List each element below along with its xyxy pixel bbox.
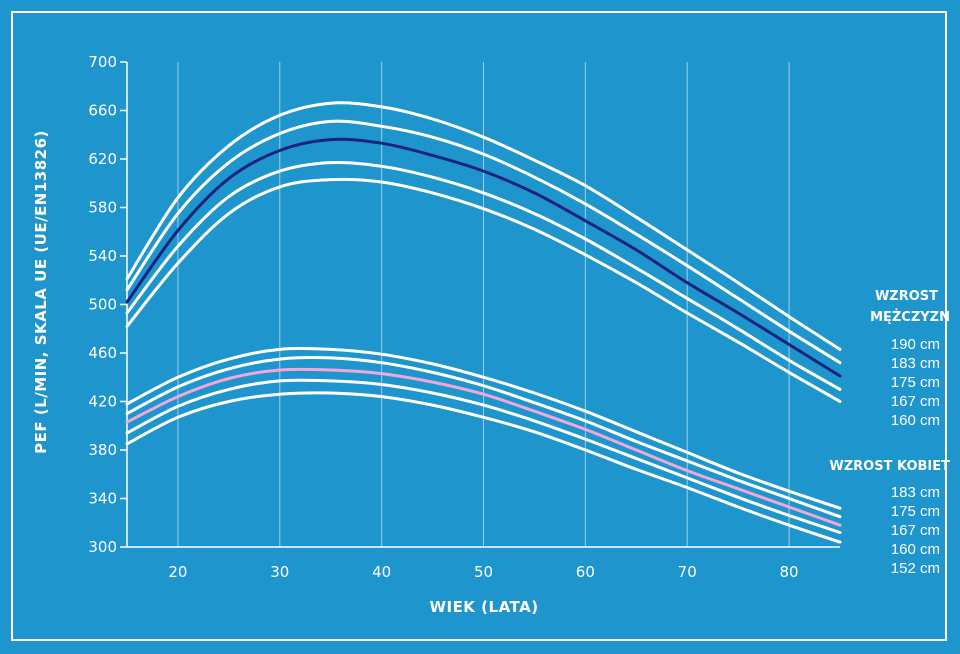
- women-legend-item: 160 cm: [891, 541, 940, 558]
- men-series-line-190cm: [125, 101, 842, 351]
- women-series-line-167cm: [125, 367, 842, 527]
- y-axis-title: PEF (L/MIN, SKALA UE (UE/EN13826): [32, 130, 50, 454]
- x-tick-label: 80: [780, 563, 799, 581]
- y-tick-label: 340: [88, 490, 117, 508]
- y-tick-label: 540: [88, 247, 117, 265]
- women-legend-item: 183 cm: [891, 484, 940, 501]
- y-tick-label: 660: [88, 102, 117, 120]
- y-tick-label: 460: [88, 344, 117, 362]
- women-legend-item: 152 cm: [891, 560, 940, 577]
- x-tick-label: 60: [576, 563, 595, 581]
- legend-women-title: WZROST KOBIET: [829, 459, 950, 474]
- women-series-line-183cm: [125, 346, 842, 510]
- women-legend-item: 175 cm: [891, 503, 940, 520]
- y-tick-label: 420: [88, 393, 117, 411]
- x-tick-label: 50: [474, 563, 493, 581]
- chart-frame: [11, 11, 947, 641]
- x-tick-label: 20: [168, 563, 187, 581]
- women-series-line-152cm: [125, 391, 842, 544]
- y-tick-label: 500: [88, 296, 117, 314]
- y-tick-label: 300: [88, 538, 117, 556]
- men-legend-item: 167 cm: [891, 393, 940, 410]
- y-tick-label: 700: [88, 53, 117, 71]
- men-legend-item: 175 cm: [891, 374, 940, 391]
- y-tick-label: 580: [88, 199, 117, 217]
- men-legend-item: 160 cm: [891, 412, 940, 429]
- y-tick-label: 380: [88, 441, 117, 459]
- men-series-line-183cm: [125, 119, 842, 365]
- axes: [120, 61, 840, 548]
- men-series-line-167cm: [125, 160, 842, 391]
- x-axis-title: WIEK (LATA): [429, 598, 538, 616]
- x-tick-label: 70: [678, 563, 697, 581]
- grid: [177, 62, 790, 547]
- women-series-line-175cm: [125, 355, 842, 519]
- ticks: 20 30 40 50 60 70 80 300 340 380 420 460 500 540 580 62…: [88, 53, 798, 581]
- legend-men-title-line2: MĘŻCZYZN: [870, 309, 950, 325]
- men-legend-item: 190 cm: [891, 336, 940, 353]
- curves: [125, 101, 842, 544]
- x-tick-label: 40: [372, 563, 391, 581]
- legend: WZROST MĘŻCZYZN WZROST KOBIET 190 cm 183 …: [829, 289, 950, 577]
- men-series-line-175cm: [125, 137, 842, 378]
- men-legend-item: 183 cm: [891, 355, 940, 372]
- x-tick-label: 30: [270, 563, 289, 581]
- legend-men-title-line1: WZROST: [875, 289, 938, 304]
- women-series-line-160cm: [125, 378, 842, 534]
- women-legend-item: 167 cm: [891, 522, 940, 539]
- men-series-line-160cm: [125, 177, 842, 403]
- y-tick-label: 620: [88, 150, 117, 168]
